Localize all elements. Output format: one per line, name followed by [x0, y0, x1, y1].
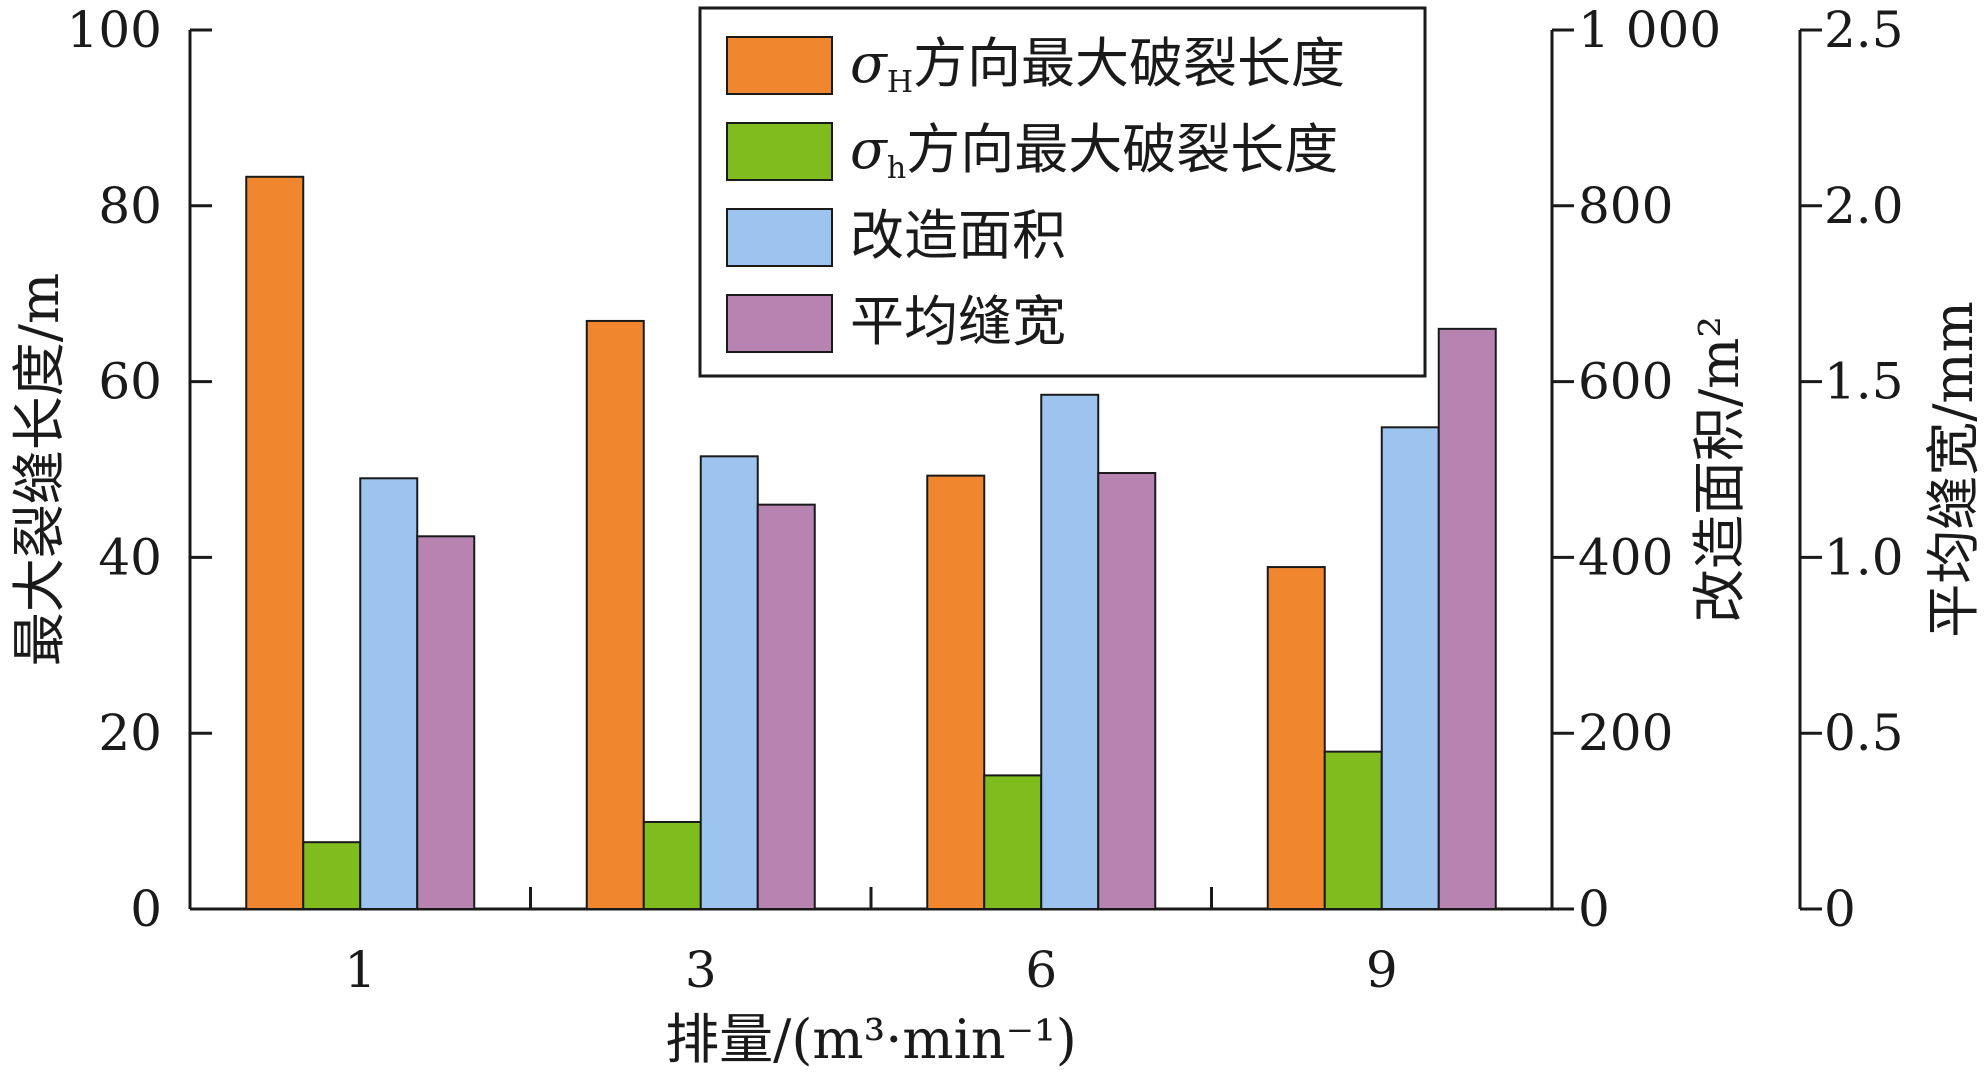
left-tick-label: 60 [98, 353, 162, 411]
legend-swatch [726, 208, 833, 267]
axis-titles: 排量/(m³·min⁻¹) 最大裂缝长度/m 改造面积/m² 平均缝宽/mm [8, 273, 1984, 1071]
right1-tick-label: 400 [1578, 528, 1673, 586]
bar-right1-6 [1040, 393, 1100, 911]
bar-left-1 [245, 175, 305, 910]
left-tick-label: 40 [98, 528, 162, 586]
right2-tick-label: 2.5 [1824, 1, 1904, 59]
legend-label: σh方向最大破裂长度 [850, 118, 1338, 186]
right2-tick-label: 1.5 [1824, 353, 1904, 411]
bar-right2-1 [416, 535, 476, 911]
right1-tick-label: 600 [1578, 353, 1673, 411]
bar-left-3 [585, 319, 645, 911]
legend-label: 平均缝宽 [850, 290, 1066, 353]
legend-swatch [726, 122, 833, 181]
left-tick-label: 100 [67, 1, 162, 59]
bar-right1-9 [1380, 426, 1440, 910]
bar-right2-3 [756, 503, 816, 910]
bar-right1-1 [359, 477, 419, 910]
bar-left-9 [1266, 566, 1326, 910]
left-tick-label: 80 [98, 177, 162, 235]
right2-axis-title: 平均缝宽/mm [1922, 301, 1984, 638]
bar-left-1 [302, 841, 362, 910]
bars [245, 175, 1497, 911]
bar-left-6 [926, 474, 986, 910]
left-tick-label: 20 [98, 704, 162, 762]
bar-right2-9 [1437, 327, 1497, 910]
legend-swatch [726, 294, 833, 353]
bar-right2-6 [1097, 472, 1157, 910]
legend-label: 改造面积 [850, 204, 1066, 267]
right1-axis-title: 改造面积/m² [1688, 316, 1751, 623]
right1-tick-label: 1 000 [1578, 1, 1721, 59]
bar-left-9 [1323, 750, 1383, 910]
left-tick-label: 0 [130, 880, 162, 938]
legend-swatch [726, 36, 833, 95]
right1-tick-label: 800 [1578, 177, 1673, 235]
right2-tick-label: 1.0 [1824, 528, 1904, 586]
bar-left-6 [983, 774, 1043, 911]
right1-tick-label: 0 [1578, 880, 1610, 938]
bar-left-3 [642, 820, 702, 911]
right2-tick-label: 2.0 [1824, 177, 1904, 235]
left-axis-title: 最大裂缝长度/m [8, 273, 71, 666]
right1-tick-label: 200 [1578, 704, 1673, 762]
legend-label: σH方向最大破裂长度 [850, 32, 1345, 100]
x-axis-title: 排量/(m³·min⁻¹) [665, 1008, 1077, 1071]
right2-tick-label: 0 [1824, 880, 1856, 938]
bar-right1-3 [699, 455, 759, 910]
x-tick-label: 6 [1025, 941, 1057, 999]
x-tick-label: 3 [685, 941, 717, 999]
x-tick-label: 9 [1366, 941, 1398, 999]
x-tick-label: 1 [344, 941, 376, 999]
right2-tick-label: 0.5 [1824, 704, 1904, 762]
